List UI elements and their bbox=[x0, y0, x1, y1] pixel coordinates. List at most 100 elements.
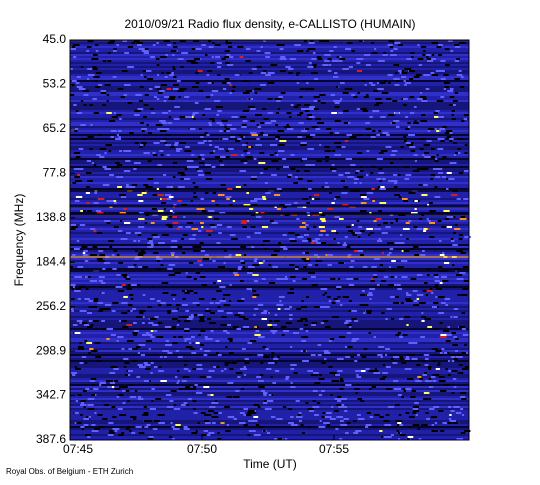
spectrum-speck bbox=[368, 370, 375, 372]
spectrum-speck bbox=[247, 272, 253, 274]
spectrum-speck bbox=[422, 154, 425, 156]
spectrum-speck bbox=[97, 414, 103, 416]
spectrum-speck bbox=[399, 318, 404, 320]
spectrum-speck bbox=[420, 92, 423, 94]
spectrum-speck bbox=[266, 400, 274, 402]
spectrum-speck bbox=[287, 128, 294, 130]
spectrum-speck bbox=[200, 208, 205, 210]
spectrum-speck bbox=[435, 368, 440, 370]
spectrum-speck bbox=[141, 322, 145, 324]
spectrum-speck bbox=[444, 218, 449, 220]
spectrum-speck bbox=[232, 86, 236, 88]
spectrum-speck bbox=[382, 372, 388, 374]
spectrum-speck bbox=[102, 268, 106, 270]
spectrum-speck bbox=[329, 338, 335, 340]
spectrum-speck bbox=[163, 40, 171, 42]
spectrum-speck bbox=[413, 342, 418, 344]
spectrum-speck bbox=[224, 78, 230, 80]
spectrum-speck bbox=[322, 320, 329, 322]
spectrum-speck bbox=[200, 222, 204, 224]
spectrum-speck bbox=[109, 422, 114, 424]
spectrum-speck bbox=[350, 260, 355, 262]
spectrum-speck bbox=[337, 278, 341, 280]
spectrum-speck bbox=[143, 104, 149, 106]
spectrum-speck bbox=[109, 246, 113, 248]
spectrum-speck bbox=[114, 380, 119, 382]
spectrum-speck bbox=[94, 192, 98, 194]
spectrum-speck bbox=[216, 62, 221, 64]
spectrum-speck bbox=[171, 310, 178, 312]
spectrum-speck bbox=[382, 54, 388, 56]
spectrum-row bbox=[70, 62, 469, 64]
spectrum-speck bbox=[274, 152, 277, 154]
spectrum-speck bbox=[424, 152, 430, 154]
spectrum-speck bbox=[237, 376, 241, 378]
spectrum-speck bbox=[420, 336, 425, 338]
spectrum-speck bbox=[248, 410, 255, 412]
spectrum-speck bbox=[462, 368, 469, 370]
spectrum-speck bbox=[319, 144, 322, 146]
spectrum-speck bbox=[362, 266, 368, 268]
spectrum-speck bbox=[432, 374, 440, 376]
spectrum-speck bbox=[464, 236, 471, 238]
spectrum-speck bbox=[275, 124, 279, 126]
spectrum-speck bbox=[180, 66, 184, 68]
spectrum-speck bbox=[87, 276, 91, 278]
spectrum-speck bbox=[123, 94, 128, 96]
spectrum-speck bbox=[450, 194, 458, 196]
spectrum-speck bbox=[414, 160, 417, 162]
spectrum-speck bbox=[206, 376, 212, 378]
spectrum-speck bbox=[182, 376, 190, 378]
spectrum-speck bbox=[152, 194, 157, 196]
spectrum-speck bbox=[263, 40, 266, 42]
spectrum-speck bbox=[186, 318, 193, 320]
spectrum-speck bbox=[203, 134, 210, 136]
spectrum-speck bbox=[87, 398, 95, 400]
spectrum-speck bbox=[414, 200, 418, 202]
spectrum-speck bbox=[396, 430, 400, 432]
spectrum-speck bbox=[127, 370, 133, 372]
spectrum-speck bbox=[89, 348, 94, 350]
spectrum-speck bbox=[402, 228, 410, 230]
spectrum-speck bbox=[342, 244, 348, 246]
spectrum-speck bbox=[83, 250, 88, 252]
spectrum-speck bbox=[200, 344, 204, 346]
spectrum-speck bbox=[200, 136, 204, 138]
spectrum-speck bbox=[166, 304, 172, 306]
spectrum-speck bbox=[432, 360, 436, 362]
spectrum-speck bbox=[263, 356, 271, 358]
spectrum-speck bbox=[96, 154, 101, 156]
spectrum-speck bbox=[186, 60, 193, 62]
spectrum-speck bbox=[248, 98, 251, 100]
spectrum-speck bbox=[333, 298, 338, 300]
spectrum-speck bbox=[211, 416, 219, 418]
spectrum-row bbox=[70, 198, 469, 200]
spectrum-speck bbox=[405, 300, 411, 302]
spectrum-speck bbox=[395, 420, 403, 422]
spectrum-row bbox=[70, 124, 469, 126]
spectrum-speck bbox=[397, 266, 404, 268]
spectrum-speck bbox=[450, 50, 454, 52]
spectrum-speck bbox=[381, 92, 389, 94]
spectrum-speck bbox=[122, 326, 129, 328]
spectrum-speck bbox=[169, 436, 173, 438]
spectrum-speck bbox=[428, 156, 436, 158]
spectrum-speck bbox=[463, 280, 469, 282]
spectrum-speck bbox=[114, 430, 118, 432]
spectrum-speck bbox=[213, 366, 218, 368]
spectrum-speck bbox=[177, 186, 185, 188]
spectrum-speck bbox=[149, 408, 157, 410]
spectrum-speck bbox=[356, 376, 362, 378]
spectrum-speck bbox=[437, 364, 441, 366]
spectrum-speck bbox=[304, 104, 311, 106]
spectrum-speck bbox=[217, 194, 225, 196]
spectrum-speck bbox=[451, 110, 455, 112]
spectrum-speck bbox=[130, 340, 134, 342]
spectrum-speck bbox=[115, 138, 122, 140]
spectrum-speck bbox=[406, 58, 411, 60]
spectrum-speck bbox=[235, 372, 243, 374]
spectrum-speck bbox=[432, 328, 439, 330]
spectrum-speck bbox=[226, 396, 233, 398]
spectrum-speck bbox=[121, 348, 125, 350]
spectrum-speck bbox=[344, 322, 349, 324]
